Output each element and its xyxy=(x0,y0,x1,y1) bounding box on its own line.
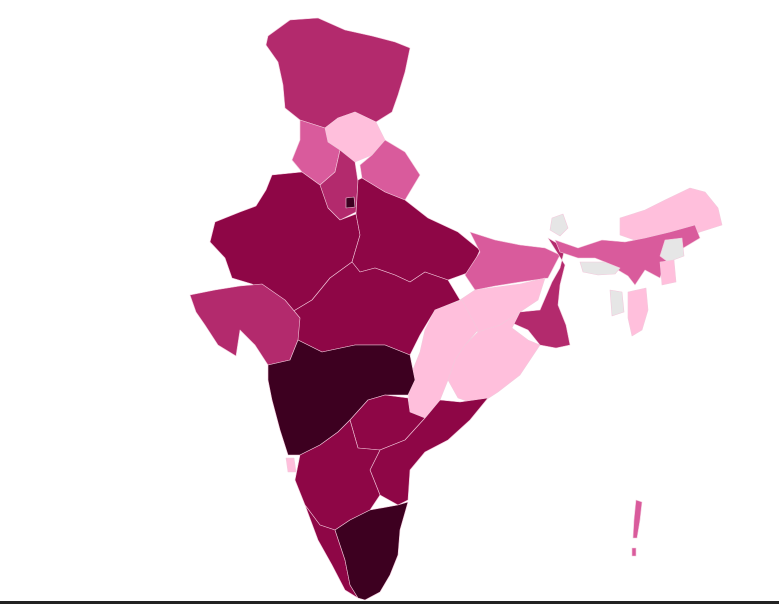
region-mizoram xyxy=(627,287,649,337)
region-bihar xyxy=(464,231,561,291)
region-tripura xyxy=(609,289,625,317)
region-uttar-pradesh xyxy=(351,177,481,283)
region-meghalaya xyxy=(579,261,621,276)
bottom-rule xyxy=(0,601,779,604)
region-tamil-nadu xyxy=(334,501,409,601)
region-nagaland xyxy=(659,237,685,263)
region-goa xyxy=(285,457,297,473)
region-jammu-kashmir xyxy=(265,17,411,129)
region-manipur xyxy=(659,259,677,286)
regions-layer xyxy=(189,17,723,601)
region-sikkim xyxy=(549,213,569,237)
region-west-bengal xyxy=(509,237,571,349)
region-delhi xyxy=(345,196,356,209)
region-andaman-nicobar xyxy=(631,499,643,557)
